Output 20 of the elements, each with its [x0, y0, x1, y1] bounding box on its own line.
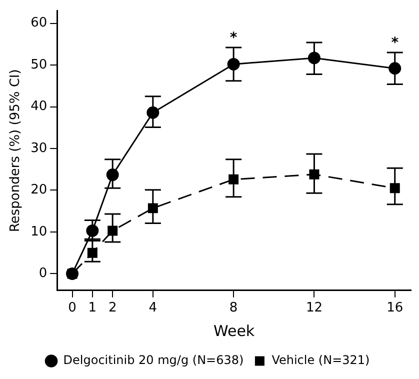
annotation: *	[230, 30, 238, 46]
y-tick-label: 60	[30, 16, 48, 31]
y-tick-label: 30	[30, 140, 48, 156]
y-axis-title: Responders (%) (95% CI)	[8, 69, 24, 232]
x-tick-label: 16	[386, 300, 404, 316]
legend-label: Vehicle (N=321)	[272, 353, 370, 368]
y-tick-label: 20	[30, 182, 48, 198]
x-tick-label: 4	[148, 300, 158, 316]
legend-label: Delgocitinib 20 mg/g (N=638)	[63, 353, 244, 368]
y-tick-label: 10	[30, 224, 48, 240]
x-axis-title: Week	[214, 322, 255, 340]
x-tick-label: 8	[229, 300, 238, 316]
x-tick-label: 1	[88, 300, 97, 316]
y-tick-label: 0	[38, 266, 48, 282]
x-tick-label: 0	[68, 300, 76, 316]
y-tick-label: 50	[30, 57, 48, 72]
annotation: *	[391, 35, 400, 52]
x-tick-label: 2	[108, 300, 117, 316]
y-tick-label: 40	[30, 99, 48, 114]
x-tick-label: 12	[306, 300, 322, 316]
